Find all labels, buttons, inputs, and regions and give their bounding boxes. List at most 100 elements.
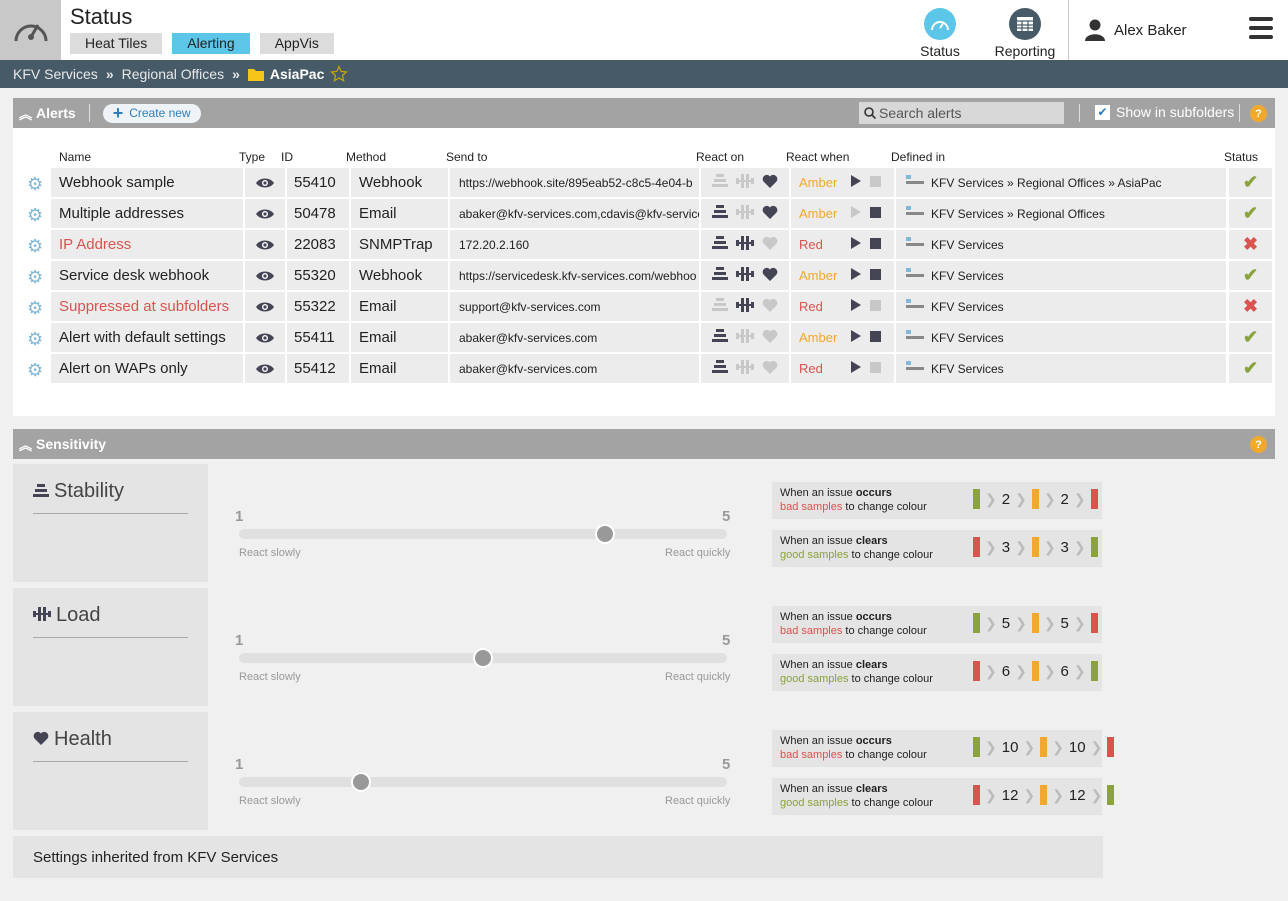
- gear-icon[interactable]: ⚙: [27, 174, 44, 194]
- play-icon[interactable]: [851, 267, 861, 284]
- sample-count: 10: [1001, 738, 1019, 756]
- play-icon[interactable]: [851, 236, 861, 253]
- stop-icon[interactable]: [870, 267, 881, 284]
- alert-name[interactable]: Service desk webhook: [59, 267, 210, 284]
- slider-thumb[interactable]: [351, 772, 371, 792]
- col-send-to[interactable]: Send to: [446, 150, 488, 164]
- eye-icon[interactable]: [245, 354, 285, 383]
- load-icon: [736, 204, 754, 223]
- play-icon[interactable]: [851, 174, 861, 191]
- slider-min: 1: [235, 508, 244, 525]
- col-method[interactable]: Method: [346, 150, 387, 164]
- sensitivity-slider[interactable]: [239, 772, 727, 792]
- slider-max: 5: [722, 756, 731, 773]
- play-icon[interactable]: [851, 205, 861, 222]
- alert-name[interactable]: Suppressed at subfolders: [59, 298, 230, 315]
- user-menu[interactable]: Alex Baker: [1068, 0, 1187, 60]
- slider-thumb[interactable]: [473, 648, 493, 668]
- tab-appvis[interactable]: AppVis: [259, 33, 334, 54]
- alert-send-to: support@kfv-services.com: [459, 299, 601, 314]
- table-row[interactable]: ⚙ Suppressed at subfolders 55322 Email s…: [27, 292, 1272, 321]
- eye-icon[interactable]: [245, 261, 285, 290]
- tab-alerting[interactable]: Alerting: [172, 33, 250, 54]
- table-row[interactable]: ⚙ IP Address 22083 SNMPTrap 172.20.2.160…: [27, 230, 1272, 259]
- col-defined-in[interactable]: Defined in: [891, 150, 946, 164]
- sample-count: 2: [1001, 490, 1011, 508]
- collapse-icon[interactable]: ︽: [19, 437, 33, 453]
- help-icon[interactable]: ?: [1250, 105, 1267, 122]
- play-icon[interactable]: [851, 329, 861, 346]
- defined-in[interactable]: KFV Services: [931, 268, 1004, 283]
- tab-heat-tiles[interactable]: Heat Tiles: [70, 33, 163, 54]
- gear-icon[interactable]: ⚙: [27, 205, 44, 225]
- top-bar: Status Heat Tiles Alerting AppVis Status…: [0, 0, 1288, 60]
- chevron-right-icon: ❯: [1052, 738, 1064, 755]
- chevron-right-icon: ❯: [1073, 538, 1086, 555]
- create-new-button[interactable]: + Create new: [102, 103, 201, 123]
- sensitivity-slider[interactable]: [239, 524, 727, 544]
- stop-icon[interactable]: [870, 174, 881, 191]
- nav-reporting[interactable]: Reporting: [990, 8, 1060, 59]
- search-input[interactable]: Search alerts: [859, 102, 1064, 124]
- gear-icon[interactable]: ⚙: [27, 329, 44, 349]
- defined-in[interactable]: KFV Services: [931, 299, 1004, 314]
- defined-in[interactable]: KFV Services » Regional Offices » AsiaPa…: [931, 175, 1162, 190]
- alert-name[interactable]: Multiple addresses: [59, 205, 185, 222]
- star-icon[interactable]: [330, 65, 349, 83]
- nav-status[interactable]: Status: [918, 8, 962, 59]
- stop-icon[interactable]: [870, 360, 881, 377]
- help-icon[interactable]: ?: [1250, 436, 1267, 453]
- gear-icon[interactable]: ⚙: [27, 267, 44, 287]
- gear-icon[interactable]: ⚙: [27, 298, 44, 318]
- sensitivity-slider[interactable]: [239, 648, 727, 668]
- gauge-logo-icon[interactable]: [0, 0, 61, 60]
- collapse-icon[interactable]: ︽: [19, 106, 33, 122]
- heart-icon: [762, 298, 778, 316]
- breadcrumb-item-regional-offices[interactable]: Regional Offices: [121, 66, 225, 82]
- eye-icon[interactable]: [245, 292, 285, 321]
- defined-in[interactable]: KFV Services: [931, 237, 1004, 252]
- eye-icon[interactable]: [245, 323, 285, 352]
- defined-in[interactable]: KFV Services » Regional Offices: [931, 206, 1105, 221]
- play-icon[interactable]: [851, 298, 861, 315]
- alert-name[interactable]: Alert on WAPs only: [59, 360, 188, 377]
- stop-icon[interactable]: [870, 329, 881, 346]
- table-row[interactable]: ⚙ Alert on WAPs only 55412 Email abaker@…: [27, 354, 1272, 383]
- eye-icon[interactable]: [245, 199, 285, 228]
- col-react-on[interactable]: React on: [696, 150, 745, 164]
- hamburger-menu-icon[interactable]: [1249, 17, 1273, 44]
- colour-swatch: [973, 613, 980, 633]
- alert-name[interactable]: IP Address: [59, 236, 132, 253]
- eye-icon[interactable]: [245, 168, 285, 197]
- col-name[interactable]: Name: [59, 150, 92, 164]
- defined-in[interactable]: KFV Services: [931, 361, 1004, 376]
- stop-icon[interactable]: [870, 298, 881, 315]
- table-row[interactable]: ⚙ Alert with default settings 55411 Emai…: [27, 323, 1272, 352]
- show-in-subfolders-checkbox[interactable]: ✔ Show in subfolders: [1095, 104, 1234, 120]
- alert-name[interactable]: Webhook sample: [59, 174, 175, 191]
- gear-icon[interactable]: ⚙: [27, 236, 44, 256]
- nav-status-label: Status: [920, 43, 960, 59]
- table-row[interactable]: ⚙ Webhook sample 55410 Webhook https://w…: [27, 168, 1272, 197]
- alerts-panel-header: ︽ Alerts + Create new Search alerts ✔ Sh…: [13, 98, 1275, 128]
- col-type[interactable]: Type: [239, 150, 266, 164]
- play-icon[interactable]: [851, 360, 861, 377]
- sample-count: 5: [1060, 614, 1069, 632]
- colour-sequence: ❯ 5 ❯ ❯ 5 ❯: [973, 613, 1098, 633]
- col-react-when[interactable]: React when: [786, 150, 850, 164]
- gear-icon[interactable]: ⚙: [27, 360, 44, 380]
- alert-name[interactable]: Alert with default settings: [59, 329, 226, 346]
- col-id[interactable]: ID: [281, 150, 293, 164]
- colour-sequence: ❯ 3 ❯ ❯ 3 ❯: [973, 537, 1098, 557]
- stop-icon[interactable]: [870, 236, 881, 253]
- breadcrumb-item-kfv-services[interactable]: KFV Services: [13, 66, 98, 82]
- create-new-label: Create new: [129, 106, 191, 120]
- slider-thumb[interactable]: [595, 524, 615, 544]
- defined-in[interactable]: KFV Services: [931, 330, 1004, 345]
- stop-icon[interactable]: [870, 205, 881, 222]
- col-status[interactable]: Status: [1224, 150, 1259, 164]
- table-row[interactable]: ⚙ Service desk webhook 55320 Webhook htt…: [27, 261, 1272, 290]
- eye-icon[interactable]: [245, 230, 285, 259]
- table-row[interactable]: ⚙ Multiple addresses 50478 Email abaker@…: [27, 199, 1272, 228]
- sample-type: good samples: [780, 673, 849, 685]
